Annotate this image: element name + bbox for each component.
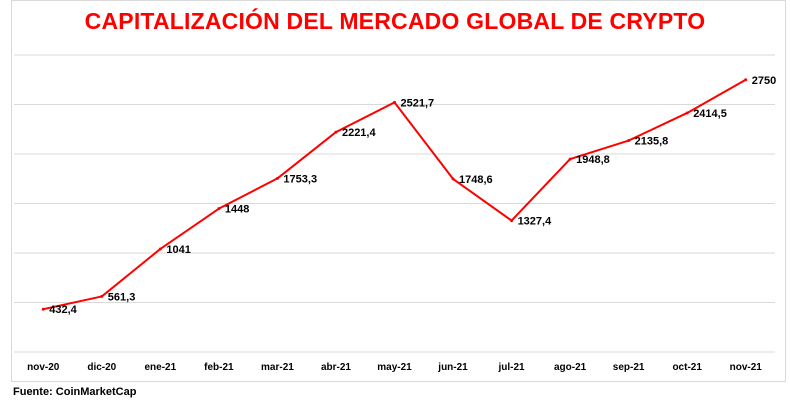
data-point [393,100,396,104]
data-label: 561,3 [108,291,136,303]
gridlines [14,54,775,353]
x-tick-label: nov-21 [730,362,763,373]
data-point [275,176,279,180]
x-tick-label: nov-20 [27,362,60,373]
data-label: 2135,8 [635,136,669,148]
data-point [100,294,104,298]
series-line [42,78,747,311]
series-line-group [41,78,748,311]
x-tick-label: sep-21 [613,362,645,373]
x-tick-label: abr-21 [321,362,351,373]
data-point [334,130,338,134]
data-label: 432,4 [49,304,77,316]
x-tick-label: ago-21 [554,362,587,373]
data-point [685,111,689,115]
x-tick-label: jun-21 [437,362,468,373]
data-point [158,247,162,251]
data-label: 1948,8 [576,154,610,166]
data-point [41,307,45,311]
source-note: Fuente: CoinMarketCap [13,386,137,398]
x-tick-label: jul-21 [498,362,526,373]
data-label: 1041 [166,244,190,256]
data-labels: 432,4 561,3 1041 1448 1753,3 2221,4 2521,7 1748… [49,75,776,316]
x-tick-label: may-21 [377,362,412,373]
x-tick-label: mar-21 [261,362,294,373]
data-label: 2221,4 [342,127,377,139]
data-label: 1753,3 [283,173,317,185]
data-point [568,157,572,161]
data-point [744,78,748,82]
data-label: 1448 [225,204,249,216]
x-tick-label: feb-21 [204,362,234,373]
data-label: 1327,4 [518,216,553,228]
data-point [627,139,631,143]
data-point [510,219,514,223]
data-label: 1748,6 [459,174,493,186]
x-tick-label: ene-21 [145,362,177,373]
data-label: 2414,5 [693,108,727,120]
chart-title: CAPITALIZACIÓN DEL MERCADO GLOBAL DE CRY… [84,8,706,34]
chart-area [11,0,786,382]
data-point [217,207,221,211]
x-tick-label: dic-20 [87,362,116,373]
x-tick-label: oct-21 [672,362,702,373]
data-label: 2750 [752,75,776,87]
data-point [451,177,455,181]
data-label: 2521,7 [401,97,435,109]
x-axis: nov-20 dic-20 ene-21 feb-21 mar-21 abr-21 may-… [27,362,762,373]
